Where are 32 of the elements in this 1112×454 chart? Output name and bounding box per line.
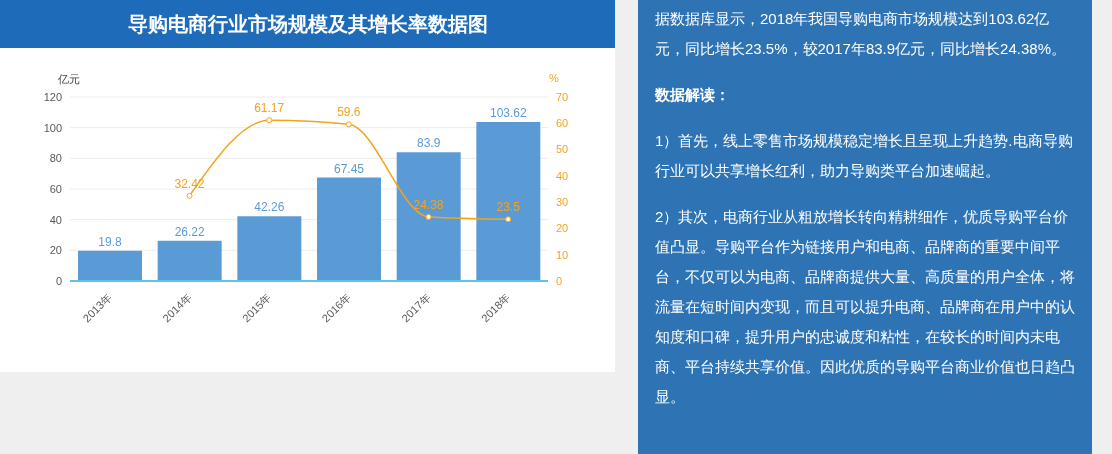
data-label: 67.45 bbox=[333, 161, 365, 176]
data-label: 19.8 bbox=[98, 234, 122, 249]
y-axis-title: 亿元 bbox=[58, 72, 80, 87]
data-label: 59.6 bbox=[337, 105, 361, 120]
data-label: 23.5 bbox=[496, 200, 521, 215]
y2-tick-label: 20 bbox=[556, 222, 569, 235]
text: 2）其次，电商行业从粗放增长转向精耕细作，优质导购平台价值凸显。导购平台作为链接用户和电商、品牌商的重要中间平台，不仅可以为电商、品牌商提供大量、高质量的用户全体，将流量在短时间内变现，而且可以提升电商、品牌商在用户中的认知度和口碑，提升用户的忠诚度和粘性，在较长的时间内未电商、平台持续共享价值。因此优质的导购平台商业价值也日趋凸显。 bbox=[655, 207, 1076, 407]
data-label: 26.22 bbox=[174, 224, 206, 239]
chart-title: 导购电商行业市场规模及其增长率数据图 bbox=[0, 0, 615, 48]
y2-tick-label: 10 bbox=[556, 248, 569, 261]
y-tick-label: 80 bbox=[49, 152, 62, 165]
y-tick-label: 20 bbox=[49, 244, 62, 257]
text: 1）首先，线上零售市场规模稳定增长且呈现上升趋势.电商导购行业可以共享增长红利，助力导购类平台加速崛起。 bbox=[655, 131, 1074, 181]
y-tick-label: 100 bbox=[43, 121, 62, 134]
y2-tick-label: 0 bbox=[556, 274, 563, 287]
y2-tick-label: 60 bbox=[556, 117, 569, 130]
y-tick-label: 40 bbox=[49, 213, 62, 226]
y2-tick-label: 40 bbox=[556, 169, 569, 182]
data-label: 83.9 bbox=[416, 136, 441, 151]
text: 据数据库显示，2018年我国导购电商市场规模达到103.62亿元，同比增长23.5%，较2017年83.9亿元，同比增长24.38%。 bbox=[655, 9, 1067, 59]
data-label: 42.26 bbox=[254, 200, 285, 215]
y-tick-label: 0 bbox=[55, 274, 62, 287]
y2-tick-label: 50 bbox=[556, 143, 569, 156]
y2-tick-label: 30 bbox=[556, 196, 569, 209]
y-tick-label: 120 bbox=[43, 90, 62, 103]
data-label: 103.62 bbox=[489, 106, 528, 121]
data-label: 24.38 bbox=[413, 197, 444, 212]
data-label: 61.17 bbox=[254, 101, 285, 116]
y2-tick-label: 70 bbox=[556, 90, 569, 103]
y2-axis-title: % bbox=[549, 72, 559, 84]
text: 数据解读： bbox=[655, 85, 731, 105]
y-tick-label: 60 bbox=[49, 182, 62, 195]
